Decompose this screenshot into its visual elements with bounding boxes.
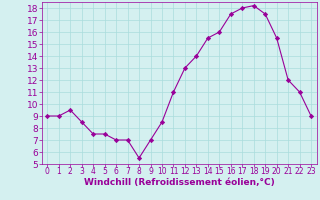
X-axis label: Windchill (Refroidissement éolien,°C): Windchill (Refroidissement éolien,°C) (84, 178, 275, 187)
